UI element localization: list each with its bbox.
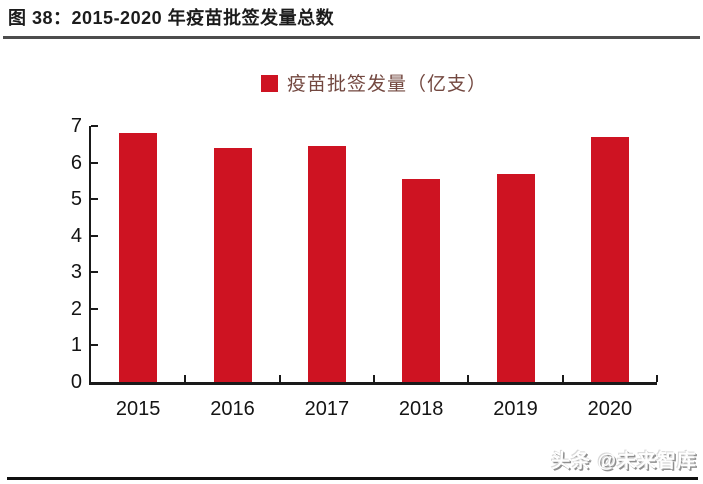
bar-2018 (402, 179, 441, 382)
legend-label: 疫苗批签发量（亿支） (286, 73, 487, 95)
bar-2016 (213, 147, 252, 382)
y-tick-label: 6 (70, 151, 82, 174)
x-tick-label: 2019 (493, 398, 538, 420)
x-tick-label: 2016 (210, 398, 255, 420)
y-tick-label: 7 (70, 115, 82, 137)
y-tick-label: 5 (70, 188, 82, 211)
x-tick-label: 2017 (304, 398, 350, 420)
x-tick (278, 375, 281, 382)
x-axis (89, 382, 657, 385)
y-tick (91, 271, 98, 274)
legend-swatch-icon (260, 75, 278, 92)
x-tick (656, 375, 658, 382)
bar-2019 (496, 173, 535, 382)
y-axis (89, 126, 91, 384)
bar-2017 (307, 146, 346, 382)
y-tick (91, 161, 98, 164)
y-tick (91, 125, 98, 127)
y-tick-label: 0 (70, 371, 82, 393)
x-tick (184, 375, 187, 382)
y-tick (91, 198, 98, 201)
chart-legend: 疫苗批签发量（亿支） (91, 69, 657, 95)
watermark: 头条 @未来智库 (551, 451, 697, 472)
bar-2020 (590, 136, 629, 382)
x-tick-label: 2020 (587, 398, 633, 420)
figure-title: 图 38：2015-2020 年疫苗批签发量总数 (8, 8, 335, 28)
y-tick-label: 4 (70, 224, 82, 247)
title-divider (3, 36, 700, 39)
y-tick (91, 344, 98, 347)
y-tick (91, 234, 98, 237)
bottom-divider (7, 477, 698, 480)
y-tick-label: 1 (70, 334, 82, 357)
x-tick (561, 375, 564, 382)
y-tick-label: 2 (70, 297, 82, 320)
x-tick-label: 2018 (398, 398, 444, 420)
x-tick (373, 375, 375, 382)
y-tick (91, 307, 98, 310)
bar-2015 (119, 133, 158, 382)
x-tick (467, 375, 470, 382)
x-tick-label: 2015 (115, 398, 161, 420)
y-tick-label: 3 (70, 261, 82, 284)
